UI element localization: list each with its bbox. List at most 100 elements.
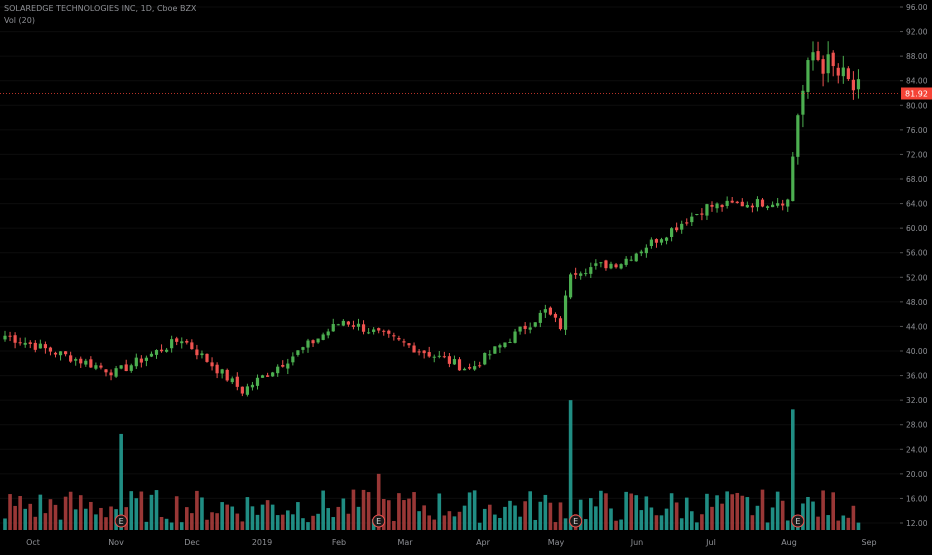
candle-body (806, 60, 810, 92)
candle-body (523, 325, 527, 329)
volume-bar (139, 491, 144, 530)
volume-bar (149, 494, 154, 530)
time-tick-label: May (548, 538, 565, 547)
candle-body (432, 356, 436, 358)
volume-bar (493, 514, 497, 530)
candle-body (836, 67, 840, 76)
volume-bar (407, 498, 411, 530)
volume-bar (13, 505, 17, 530)
time-tick-label: 2019 (252, 538, 272, 547)
price-tick-label: 36.00 (906, 372, 928, 381)
candle-body (23, 342, 27, 345)
candle-body (84, 360, 88, 365)
volume-bar (715, 495, 719, 530)
volume-bar (154, 490, 159, 530)
candle-body (240, 386, 244, 394)
volume-bar (457, 511, 462, 530)
volume-bar (705, 493, 709, 530)
volume-bar (129, 491, 134, 530)
candle-body (589, 267, 593, 274)
candle-body (245, 386, 249, 395)
candle-body (528, 327, 532, 330)
symbol-legend[interactable]: SOLAREDGE TECHNOLOGIES INC, 1D, Cboe BZX (4, 4, 197, 13)
volume-bar (472, 490, 477, 530)
candle-body (680, 223, 684, 230)
volume-bar (387, 500, 391, 530)
candle-body (367, 332, 371, 334)
candle-body (740, 201, 744, 207)
candle-body (129, 365, 133, 371)
volume-bar (392, 520, 396, 530)
candle-body (114, 368, 118, 377)
volume-bar (836, 520, 841, 530)
candle-body (185, 340, 189, 343)
candle-body (755, 199, 760, 208)
candle-body (664, 237, 669, 241)
volume-bar (134, 498, 139, 530)
earnings-marker-label: E (376, 517, 381, 526)
candle-body (745, 204, 749, 208)
candle-body (266, 375, 270, 377)
volume-bar (462, 505, 467, 530)
volume-bar (53, 504, 58, 530)
volume-bar (856, 522, 861, 530)
price-tick-label: 20.00 (906, 470, 928, 479)
volume-bar (801, 503, 805, 530)
volume-bar (634, 495, 639, 530)
candle-body (422, 350, 426, 354)
volume-bar (336, 506, 341, 530)
volume-bar (341, 498, 346, 530)
candle-body (508, 341, 512, 343)
candle-body (154, 350, 159, 355)
price-tick-label: 32.00 (906, 396, 928, 405)
candle-body (427, 352, 431, 357)
volume-bar (169, 522, 174, 530)
volume-bar (609, 508, 613, 530)
candle-body (765, 206, 770, 208)
candle-body (447, 356, 451, 364)
volume-bar (190, 513, 194, 530)
price-tick-label: 12.00 (906, 519, 928, 528)
volume-layer (3, 400, 861, 530)
volume-bar (700, 514, 704, 530)
volume-bar (720, 503, 724, 530)
candle-body (851, 79, 855, 91)
volume-bar (376, 473, 381, 530)
candle-body (175, 338, 179, 342)
volume-bar (58, 519, 63, 530)
volume-bar (523, 501, 527, 530)
candle-body (579, 273, 583, 276)
candle-body (53, 352, 58, 355)
volume-bar (195, 490, 199, 530)
volume-bar (725, 491, 729, 530)
candle-body (776, 203, 780, 206)
candle-body (286, 363, 290, 369)
candle-body (225, 369, 229, 381)
volume-bar (806, 496, 810, 530)
time-tick-label: Nov (108, 538, 124, 547)
price-tick-label: 68.00 (906, 175, 928, 184)
volume-bar (174, 496, 179, 530)
candle-body (382, 330, 386, 332)
volume-legend[interactable]: Vol (20) (4, 16, 35, 25)
volume-bar (821, 490, 825, 530)
price-tick-label: 24.00 (906, 445, 928, 454)
candle-body (170, 339, 174, 349)
volume-bar (164, 518, 169, 530)
volume-bar (94, 514, 98, 530)
price-axis[interactable]: 96.00 92.00 88.00 84.00 80.00 76.00 72.00 68.00… (900, 0, 932, 550)
price-tick-label: 28.00 (906, 421, 928, 430)
candle-body (856, 79, 861, 90)
volume-bar (109, 506, 113, 530)
volume-bar (740, 495, 745, 530)
volume-bar (220, 502, 224, 530)
candle-body (43, 344, 47, 349)
candle-body (210, 362, 214, 367)
earnings-marker (372, 514, 386, 528)
candle-body (417, 351, 421, 353)
candle-body (296, 350, 300, 355)
volume-bar (432, 519, 437, 530)
time-axis[interactable]: Oct Nov Dec 2019 Feb Mar Apr May Jun Jul Aug Sep (26, 538, 876, 547)
